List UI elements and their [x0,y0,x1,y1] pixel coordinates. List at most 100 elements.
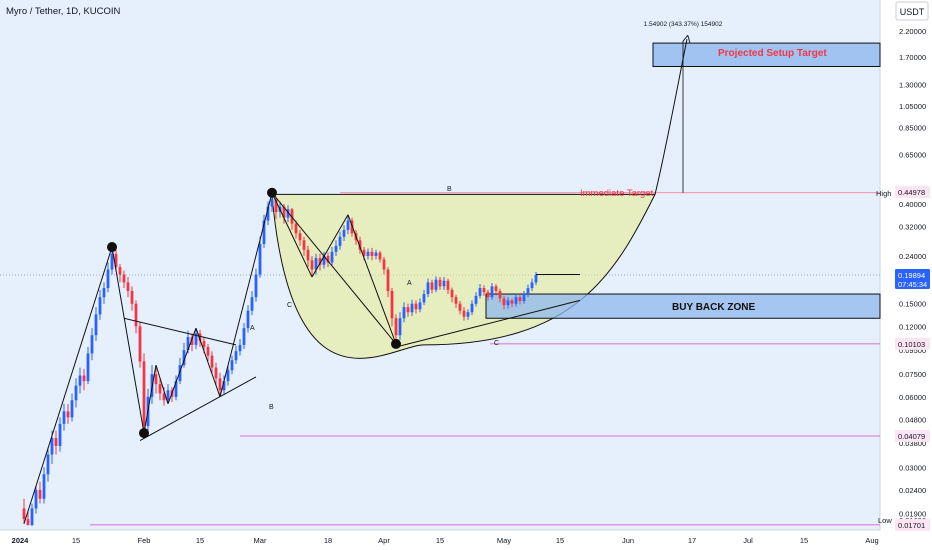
candle-2024-02-17[interactable] [206,343,210,362]
candle-2024-01-12[interactable] [62,403,66,431]
candle-2024-04-03[interactable] [390,288,394,327]
candle-2024-01-30[interactable] [134,300,138,334]
candle-2024-02-11[interactable] [182,342,186,368]
candle-2024-04-14[interactable] [434,276,438,293]
candle-2024-03-22[interactable] [342,225,346,242]
candle-2024-03-16[interactable] [318,253,322,271]
candle-2024-01-20[interactable] [94,307,98,341]
candle-2024-04-18[interactable] [450,287,454,303]
candle-2024-04-22[interactable] [466,309,470,320]
candle-2024-01-22[interactable] [102,282,106,304]
candle-2024-03-30[interactable] [374,249,378,260]
candle-2024-01-15[interactable] [74,378,78,408]
candle-2024-04-27[interactable] [486,289,490,301]
candle-2024-03-23[interactable] [346,214,350,234]
candle-2024-02-13[interactable] [190,333,194,352]
candle-2024-01-06[interactable] [38,481,42,504]
candle-2024-04-12[interactable] [426,278,430,298]
candle-2024-03-13[interactable] [306,245,310,268]
candle-2024-02-14[interactable] [194,328,198,350]
candle-2024-01-21[interactable] [98,289,102,320]
candle-2024-01-28[interactable] [126,277,130,298]
badge-level-1[interactable]: 0.44978 [895,186,930,199]
candle-2024-01-27[interactable] [122,270,126,289]
candle-2024-02-22[interactable] [226,365,230,386]
candle-2024-04-15[interactable] [438,277,442,290]
candle-2024-03-26[interactable] [358,236,362,254]
candle-2024-01-03[interactable] [26,511,30,526]
candle-2024-05-01[interactable] [502,295,506,310]
candle-2024-02-20[interactable] [218,372,222,397]
candle-2024-04-20[interactable] [458,301,462,315]
candle-2024-03-08[interactable] [286,205,290,223]
candle-2024-01-16[interactable] [78,367,82,394]
candle-2024-04-30[interactable] [498,288,502,303]
candle-2024-04-02[interactable] [386,267,390,298]
candle-2024-04-29[interactable] [494,284,498,296]
candle-2024-02-27[interactable] [246,305,250,333]
candle-2024-05-05[interactable] [518,295,522,305]
candle-2024-02-07[interactable] [166,384,170,404]
candle-2024-05-08[interactable] [530,278,534,292]
candle-2024-04-13[interactable] [430,279,434,294]
candle-2024-02-25[interactable] [238,338,242,356]
candle-2024-01-31[interactable] [138,322,142,368]
candle-2024-04-17[interactable] [446,278,450,295]
candle-2024-03-02[interactable] [262,214,266,248]
candle-2024-05-06[interactable] [522,291,526,304]
candle-2024-03-20[interactable] [334,240,338,256]
candle-2024-02-21[interactable] [222,375,226,396]
candle-2024-03-28[interactable] [366,248,370,260]
candle-2024-02-01[interactable] [142,353,146,434]
candle-2024-01-08[interactable] [46,448,50,482]
currency-button[interactable] [895,1,929,21]
candle-2024-01-19[interactable] [90,328,94,361]
candle-2024-04-01[interactable] [382,256,386,275]
candle-2024-04-16[interactable] [442,277,446,290]
candle-2024-03-17[interactable] [322,251,326,269]
candle-2024-01-11[interactable] [58,417,62,452]
candle-2024-02-24[interactable] [234,345,238,364]
candle-2024-04-26[interactable] [482,285,486,296]
candle-2024-03-19[interactable] [330,247,334,266]
candle-2024-01-07[interactable] [42,467,46,504]
badge-level-2[interactable]: 0.10103 [895,337,930,350]
candle-2024-04-07[interactable] [406,303,410,317]
candle-2024-02-09[interactable] [174,375,178,401]
candle-2024-05-03[interactable] [510,298,514,308]
candle-2024-03-31[interactable] [378,251,382,263]
candle-2024-02-29[interactable] [254,268,258,302]
candle-2024-03-01[interactable] [258,236,262,278]
candle-2024-04-10[interactable] [418,298,422,313]
candle-2024-04-06[interactable] [402,302,406,323]
candle-2024-04-23[interactable] [470,300,474,316]
candle-2024-03-14[interactable] [310,255,314,278]
candle-2024-01-23[interactable] [106,262,110,293]
candle-2024-05-02[interactable] [506,297,510,309]
candle-2024-01-18[interactable] [86,346,90,385]
candle-2024-04-09[interactable] [414,300,418,314]
candle-2024-02-18[interactable] [210,351,214,373]
candle-2024-05-07[interactable] [526,284,530,298]
candle-2024-02-26[interactable] [242,323,246,350]
candle-2024-02-19[interactable] [214,362,218,386]
candle-2024-03-10[interactable] [294,220,298,239]
candle-2024-02-04[interactable] [154,367,158,394]
candle-2024-04-05[interactable] [398,312,402,340]
candle-2024-04-25[interactable] [478,284,482,299]
badge-last-price[interactable]: 0.19894 [895,269,930,290]
candle-2024-01-02[interactable] [22,498,26,524]
candle-2024-01-26[interactable] [118,263,122,283]
candle-2024-01-05[interactable] [34,485,38,514]
candle-2024-04-19[interactable] [454,294,458,308]
candle-2024-04-21[interactable] [462,307,466,321]
candle-2024-03-12[interactable] [302,236,306,256]
candle-2024-03-11[interactable] [298,229,302,246]
candle-2024-03-21[interactable] [338,231,342,250]
candle-2024-05-04[interactable] [514,294,518,307]
badge-level-4[interactable]: 0.01701 [895,518,930,531]
time-axis-panel[interactable] [0,530,932,550]
candle-2024-04-24[interactable] [474,292,478,307]
